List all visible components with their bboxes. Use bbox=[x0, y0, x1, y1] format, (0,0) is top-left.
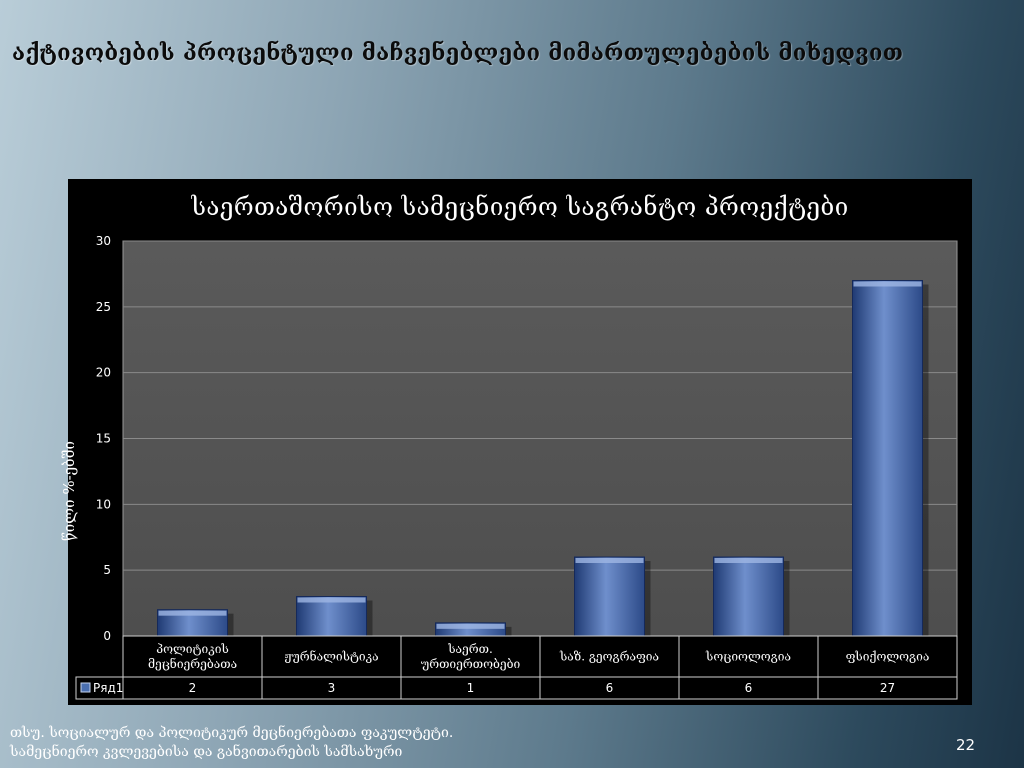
data-value-label: 27 bbox=[880, 681, 895, 695]
category-label: სოციოლოგია bbox=[705, 650, 791, 664]
footer: თსუ. სოციალურ და პოლიტიკურ მეცნიერებათა … bbox=[10, 724, 610, 762]
y-tick-label: 5 bbox=[103, 563, 111, 577]
legend-swatch bbox=[80, 682, 91, 693]
table-value-row bbox=[75, 676, 958, 700]
bar-top-highlight bbox=[297, 597, 366, 603]
data-value-label: 6 bbox=[745, 681, 753, 695]
bar bbox=[574, 556, 645, 637]
bar-top-highlight bbox=[575, 558, 644, 563]
bar bbox=[296, 596, 367, 637]
data-value-label: 6 bbox=[606, 681, 614, 695]
bar bbox=[713, 556, 784, 637]
category-label: ურთიერთობები bbox=[421, 657, 521, 671]
y-tick-label: 30 bbox=[96, 234, 111, 248]
bar-top-highlight bbox=[853, 281, 922, 287]
category-label: ჟურნალისტიკა bbox=[284, 649, 378, 664]
page-number: 22 bbox=[956, 736, 976, 754]
y-tick-label: 20 bbox=[96, 366, 111, 380]
data-value-label: 1 bbox=[467, 681, 475, 695]
category-label: მეცნიერებათა bbox=[148, 656, 237, 671]
legend-label: Ряд1 bbox=[93, 681, 123, 695]
category-label: საერთ. bbox=[447, 642, 493, 656]
bar bbox=[852, 280, 923, 637]
data-value-label: 3 bbox=[328, 681, 336, 695]
chart-title: საერთაშორისო სამეცნიერო საგრანტო პროექტე… bbox=[191, 193, 849, 221]
bar-top-highlight bbox=[714, 558, 783, 563]
category-label: საზ. გეოგრაფია bbox=[559, 650, 659, 664]
y-tick-label: 15 bbox=[96, 432, 111, 446]
footer-line-1: თსუ. სოციალურ და პოლიტიკურ მეცნიერებათა … bbox=[10, 725, 454, 741]
y-tick-label: 10 bbox=[96, 497, 111, 511]
chart-container: საერთაშორისო სამეცნიერო საგრანტო პროექტე… bbox=[60, 179, 972, 705]
category-label: ფსიქოლოგია bbox=[846, 650, 930, 664]
footer-line-2: სამეცნიერო კვლევებისა და განვითარების სა… bbox=[10, 744, 403, 760]
slide-title: აქტივობების პროცენტული მაჩვენებლები მიმა… bbox=[12, 40, 904, 66]
data-value-label: 2 bbox=[189, 681, 197, 695]
category-label: პოლიტიკის bbox=[156, 642, 229, 656]
bar-top-highlight bbox=[436, 623, 505, 629]
y-tick-label: 25 bbox=[96, 300, 111, 314]
bar-top-highlight bbox=[158, 610, 227, 616]
y-tick-label: 0 bbox=[103, 629, 111, 643]
